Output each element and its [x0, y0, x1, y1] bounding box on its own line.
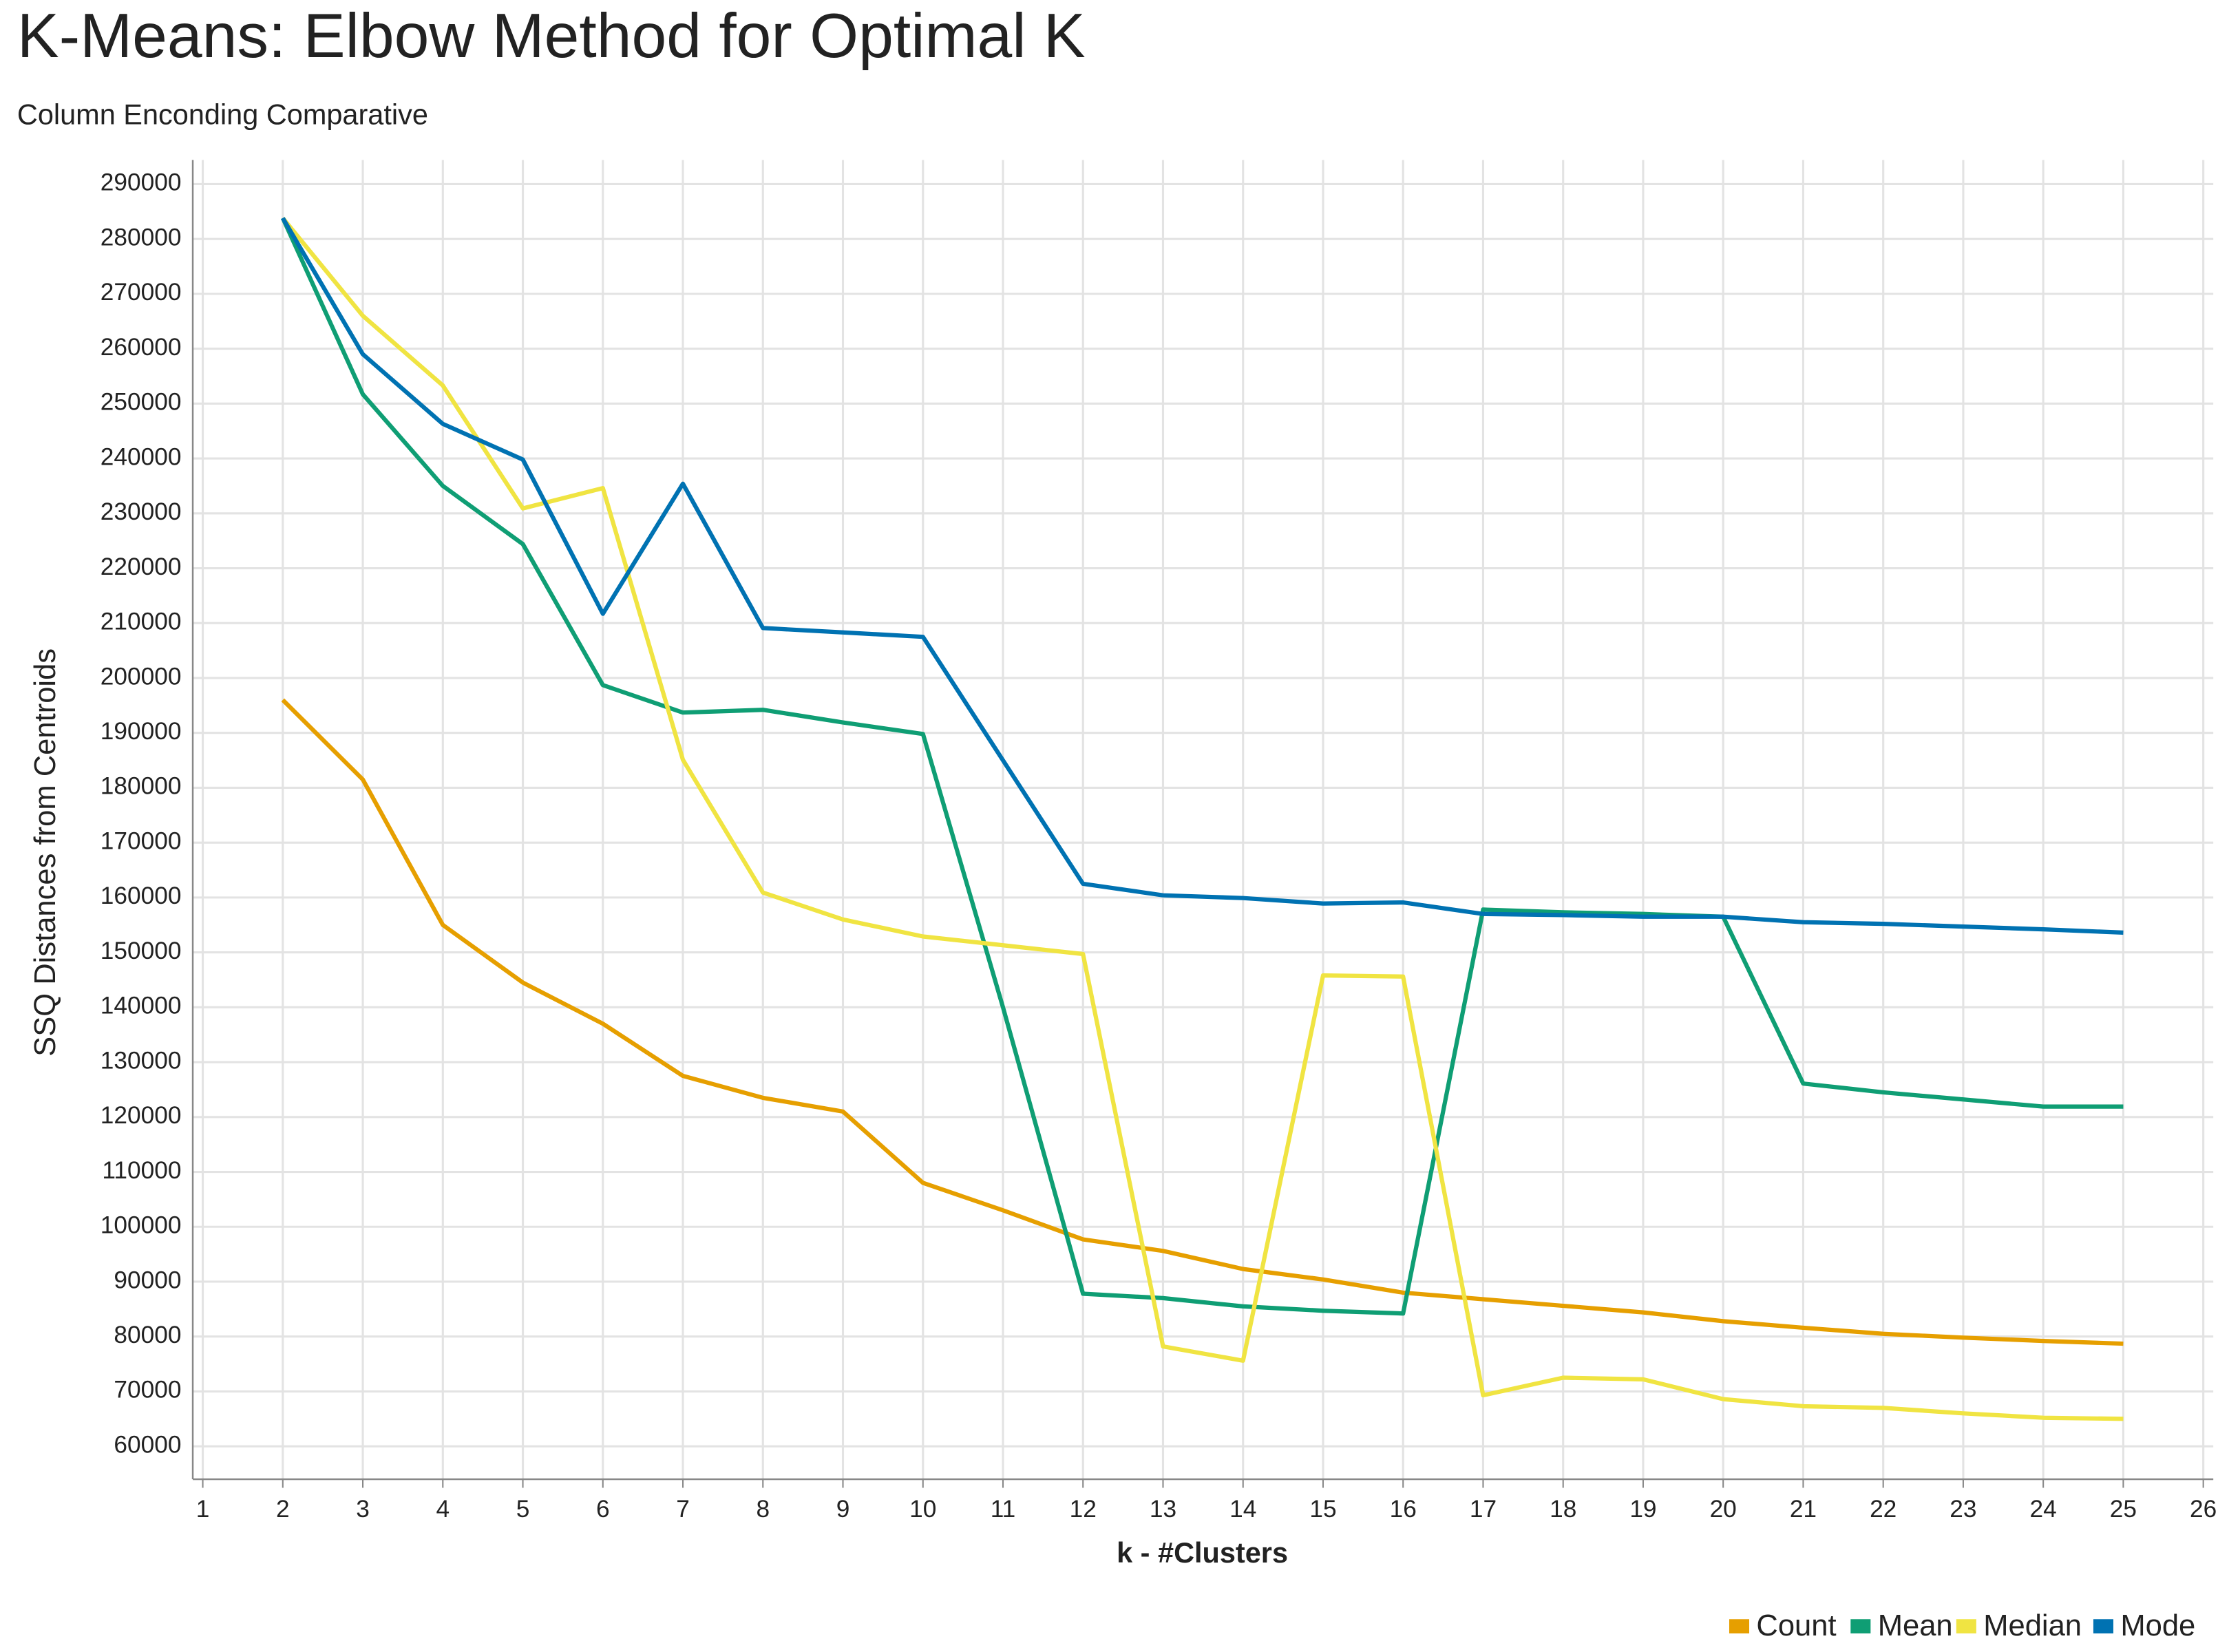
x-tick-label: 18 [1550, 1496, 1576, 1523]
y-tick-label: 270000 [101, 279, 182, 306]
x-tick-label: 14 [1229, 1496, 1256, 1523]
legend-label: Mean [1878, 1609, 1953, 1642]
y-tick-label: 90000 [114, 1267, 181, 1293]
x-tick-label: 2 [276, 1496, 290, 1523]
x-tick-label: 7 [676, 1496, 690, 1523]
y-tick-label: 110000 [102, 1157, 181, 1184]
x-tick-label: 26 [2190, 1496, 2217, 1523]
y-tick-label: 70000 [114, 1377, 181, 1404]
x-tick-label: 19 [1629, 1496, 1656, 1523]
y-tick-label: 200000 [101, 663, 182, 690]
legend-swatch [1729, 1619, 1750, 1634]
y-tick-label: 260000 [101, 334, 182, 361]
line-series [280, 217, 2124, 1316]
line-series [281, 216, 2124, 1421]
y-tick-label: 140000 [101, 993, 182, 1019]
chart-subtitle: Column Enconding Comparative [17, 98, 428, 130]
x-tick-label: 11 [991, 1496, 1016, 1523]
y-tick-label: 240000 [101, 443, 182, 470]
x-tick-label: 15 [1309, 1496, 1336, 1523]
y-tick-label: 220000 [101, 553, 182, 580]
x-tick-label: 22 [1870, 1496, 1897, 1523]
x-tick-label: 6 [596, 1496, 610, 1523]
x-tick-label: 23 [1950, 1496, 1976, 1523]
x-axis-label: k - #Clusters [1117, 1536, 1288, 1569]
y-tick-label: 230000 [101, 498, 182, 525]
line-series [281, 217, 2124, 935]
y-tick-label: 170000 [101, 827, 182, 854]
y-tick-label: 290000 [101, 169, 182, 196]
line-series [281, 698, 2124, 1346]
x-tick-label: 3 [356, 1496, 370, 1523]
legend-swatch [2093, 1619, 2113, 1634]
x-tick-label: 20 [1710, 1496, 1737, 1523]
x-tick-label: 5 [516, 1496, 530, 1523]
y-tick-label: 180000 [101, 773, 182, 800]
x-tick-label: 16 [1390, 1496, 1417, 1523]
y-tick-label: 160000 [101, 882, 182, 909]
x-tick-label: 9 [836, 1496, 850, 1523]
x-tick-label: 21 [1790, 1496, 1817, 1523]
y-tick-label: 150000 [101, 938, 182, 964]
y-tick-label: 130000 [101, 1047, 182, 1074]
y-tick-label: 60000 [114, 1431, 181, 1458]
y-tick-label: 190000 [101, 718, 182, 745]
x-tick-label: 17 [1470, 1496, 1497, 1523]
legend-label: Count [1756, 1609, 1836, 1642]
x-tick-label: 10 [909, 1496, 936, 1523]
x-tick-label: 13 [1150, 1496, 1176, 1523]
x-tick-label: 25 [2110, 1496, 2137, 1523]
x-tick-label: 4 [436, 1496, 450, 1523]
y-tick-label: 100000 [101, 1212, 182, 1239]
y-tick-label: 280000 [101, 224, 182, 251]
legend-label: Median [1983, 1609, 2082, 1642]
x-tick-label: 24 [2030, 1496, 2057, 1523]
x-tick-label: 8 [756, 1496, 770, 1523]
y-tick-label: 80000 [114, 1322, 181, 1348]
x-tick-label: 1 [196, 1496, 210, 1523]
chart-title: K-Means: Elbow Method for Optimal K [17, 1, 1086, 71]
y-axis-label: SSQ Distances from Centroids [29, 648, 62, 1057]
y-tick-label: 210000 [101, 608, 182, 635]
y-tick-label: 120000 [101, 1102, 182, 1129]
legend-swatch [1956, 1619, 1976, 1634]
legend-swatch [1850, 1619, 1871, 1634]
y-tick-label: 250000 [101, 389, 182, 416]
x-tick-label: 12 [1070, 1496, 1097, 1523]
legend-label: Mode [2120, 1609, 2195, 1642]
